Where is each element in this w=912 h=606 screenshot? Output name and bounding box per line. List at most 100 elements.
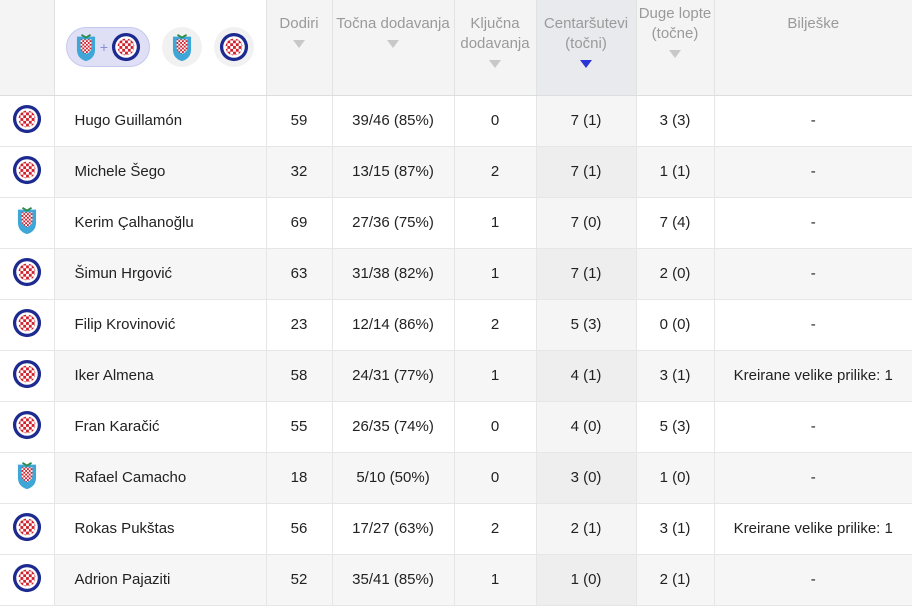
team-filter-group: +: [55, 27, 266, 68]
table-row[interactable]: Michele Šego 32 13/15 (87%) 2 7 (1) 1 (1) -: [0, 146, 912, 198]
accurate-passes-value: 31/38 (82%): [332, 248, 455, 300]
player-name[interactable]: Rokas Pukštas: [54, 503, 267, 555]
hajduk-icon: [12, 512, 42, 542]
notes-value: -: [714, 95, 912, 147]
accurate-passes-value: 27/36 (75%): [332, 197, 455, 249]
long-balls-value: 0 (0): [636, 299, 715, 351]
long-balls-value: 2 (1): [636, 554, 715, 606]
team2-icon: [171, 33, 193, 62]
table-row[interactable]: Hugo Guillamón 59 39/46 (85%) 0 7 (1) 3 (3) -: [0, 95, 912, 147]
team2-icon: [16, 206, 38, 235]
table-row[interactable]: Fran Karačić 55 26/35 (74%) 0 4 (0) 5 (3) -: [0, 401, 912, 453]
table-row[interactable]: Adrion Pajaziti 52 35/41 (85%) 1 1 (0) 2 (1) -: [0, 554, 912, 606]
key-passes-value: 0: [454, 401, 537, 453]
key-passes-value: 1: [454, 197, 537, 249]
accurate-passes-value: 39/46 (85%): [332, 95, 455, 147]
hajduk-icon: [12, 155, 42, 185]
touches-value: 55: [266, 401, 333, 453]
player-name[interactable]: Rafael Camacho: [54, 452, 267, 504]
hajduk-icon: [12, 308, 42, 338]
notes-value: -: [714, 401, 912, 453]
table-row[interactable]: Šimun Hrgović 63 31/38 (82%) 1 7 (1) 2 (0) -: [0, 248, 912, 300]
touches-value: 32: [266, 146, 333, 198]
column-header-accurate-passes[interactable]: Točna dodavanja: [332, 0, 455, 96]
crosses-value: 4 (0): [536, 401, 637, 453]
table-row[interactable]: Iker Almena 58 24/31 (77%) 1 4 (1) 3 (1) Kreir…: [0, 350, 912, 402]
notes-value: -: [714, 554, 912, 606]
hajduk-icon: [219, 32, 249, 62]
notes-value: -: [714, 452, 912, 504]
key-passes-value: 1: [454, 350, 537, 402]
crosses-value: 7 (1): [536, 95, 637, 147]
team2-icon: [16, 461, 38, 490]
sort-arrow-icon: [669, 50, 681, 58]
touches-value: 69: [266, 197, 333, 249]
column-header-touches[interactable]: Dodiri: [266, 0, 333, 96]
key-passes-value: 1: [454, 248, 537, 300]
key-passes-value: 2: [454, 299, 537, 351]
accurate-passes-value: 17/27 (63%): [332, 503, 455, 555]
player-name[interactable]: Filip Krovinović: [54, 299, 267, 351]
notes-value: Kreirane velike prilike: 1: [714, 350, 912, 402]
player-name[interactable]: Iker Almena: [54, 350, 267, 402]
key-passes-value: 1: [454, 554, 537, 606]
team2-filter-button[interactable]: [162, 27, 203, 68]
accurate-passes-value: 13/15 (87%): [332, 146, 455, 198]
accurate-passes-value: 12/14 (86%): [332, 299, 455, 351]
crosses-value: 3 (0): [536, 452, 637, 504]
sort-arrow-active-icon: [580, 60, 592, 68]
long-balls-value: 3 (3): [636, 95, 715, 147]
table-row[interactable]: Filip Krovinović 23 12/14 (86%) 2 5 (3) 0 (0)…: [0, 299, 912, 351]
player-name[interactable]: Hugo Guillamón: [54, 95, 267, 147]
key-passes-value: 2: [454, 146, 537, 198]
hajduk-icon: [12, 257, 42, 287]
hajduk-icon: [12, 104, 42, 134]
club-logo-cell: [0, 248, 55, 300]
crosses-value: 1 (0): [536, 554, 637, 606]
sort-arrow-icon: [387, 40, 399, 48]
touches-value: 58: [266, 350, 333, 402]
hajduk-icon: [12, 359, 42, 389]
touches-value: 18: [266, 452, 333, 504]
touches-value: 52: [266, 554, 333, 606]
crosses-value: 7 (1): [536, 146, 637, 198]
column-header-notes: Bilješke: [714, 0, 912, 96]
column-header-crosses[interactable]: Centaršutevi (točni): [536, 0, 637, 96]
long-balls-value: 7 (4): [636, 197, 715, 249]
player-name[interactable]: Šimun Hrgović: [54, 248, 267, 300]
table-row[interactable]: Rafael Camacho 18 5/10 (50%) 0 3 (0) 1 (0) -: [0, 452, 912, 504]
crosses-value: 7 (0): [536, 197, 637, 249]
table-row[interactable]: Rokas Pukštas 56 17/27 (63%) 2 2 (1) 3 (1) Kre…: [0, 503, 912, 555]
player-name[interactable]: Adrion Pajaziti: [54, 554, 267, 606]
crosses-value: 7 (1): [536, 248, 637, 300]
crosses-value: 2 (1): [536, 503, 637, 555]
key-passes-value: 0: [454, 452, 537, 504]
notes-value: Kreirane velike prilike: 1: [714, 503, 912, 555]
accurate-passes-value: 5/10 (50%): [332, 452, 455, 504]
touches-value: 59: [266, 95, 333, 147]
player-name[interactable]: Kerim Çalhanoğlu: [54, 197, 267, 249]
header-blank-cell: [0, 0, 55, 96]
long-balls-value: 2 (0): [636, 248, 715, 300]
player-name[interactable]: Fran Karačić: [54, 401, 267, 453]
crosses-value: 5 (3): [536, 299, 637, 351]
column-label: Ključna dodavanja: [460, 15, 530, 52]
long-balls-value: 1 (1): [636, 146, 715, 198]
notes-value: -: [714, 146, 912, 198]
player-name[interactable]: Michele Šego: [54, 146, 267, 198]
long-balls-value: 1 (0): [636, 452, 715, 504]
both-teams-filter-button[interactable]: +: [65, 27, 151, 68]
sort-arrow-icon: [293, 40, 305, 48]
key-passes-value: 2: [454, 503, 537, 555]
table-row[interactable]: Kerim Çalhanoğlu 69 27/36 (75%) 1 7 (0) 7 (4)…: [0, 197, 912, 249]
club-logo-cell: [0, 350, 55, 402]
column-header-long-balls[interactable]: Duge lopte (točne): [636, 0, 715, 96]
club-logo-cell: [0, 299, 55, 351]
long-balls-value: 3 (1): [636, 350, 715, 402]
column-header-key-passes[interactable]: Ključna dodavanja: [454, 0, 537, 96]
column-label: Bilješke: [787, 15, 840, 32]
hajduk-filter-button[interactable]: [214, 27, 255, 68]
column-label: Dodiri: [279, 15, 319, 32]
hajduk-icon: [111, 32, 141, 62]
